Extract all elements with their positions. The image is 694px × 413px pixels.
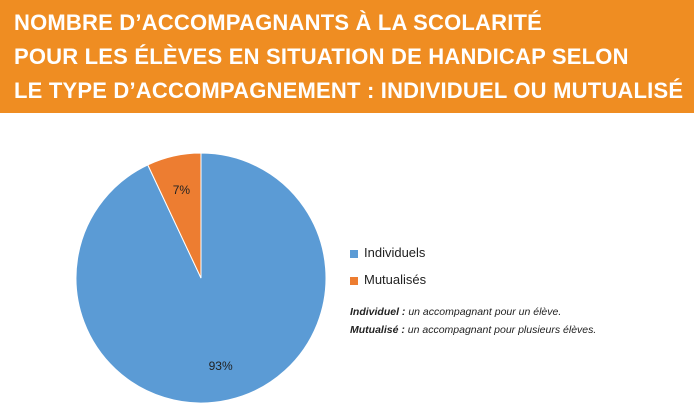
data-label-individuels: 93% <box>209 359 233 373</box>
definition-individuel-term: Individuel : <box>350 306 406 318</box>
chart-title-line-2: POUR LES ÉLÈVES EN SITUATION DE HANDICAP… <box>14 44 629 69</box>
chart-title-line-3: LE TYPE D’ACCOMPAGNEMENT : INDIVIDUEL OU… <box>14 78 684 103</box>
legend-label-mutualises: Mutualisés <box>364 272 427 287</box>
definition-mutualise-text: un accompagnant pour plusieurs élèves. <box>404 324 597 336</box>
data-label-mutualises: 7% <box>173 183 191 197</box>
definition-mutualise-term: Mutualisé : <box>350 324 405 336</box>
definition-individuel: Individuel : un accompagnant pour un élè… <box>350 304 596 320</box>
pie-chart: 93% 7% <box>75 152 327 404</box>
definitions: Individuel : un accompagnant pour un élè… <box>350 304 596 340</box>
definition-individuel-text: un accompagnant pour un élève. <box>405 306 562 318</box>
legend-label-individuels: Individuels <box>364 245 426 260</box>
title-banner: NOMBRE D’ACCOMPAGNANTS À LA SCOLARITÉ PO… <box>0 0 694 113</box>
legend-swatch-mutualises <box>350 277 358 285</box>
chart-title-line-1: NOMBRE D’ACCOMPAGNANTS À LA SCOLARITÉ <box>14 10 543 35</box>
slice-mutualises <box>147 152 202 279</box>
definition-mutualise: Mutualisé : un accompagnant pour plusieu… <box>350 322 596 338</box>
legend-swatch-individuels <box>350 250 358 258</box>
